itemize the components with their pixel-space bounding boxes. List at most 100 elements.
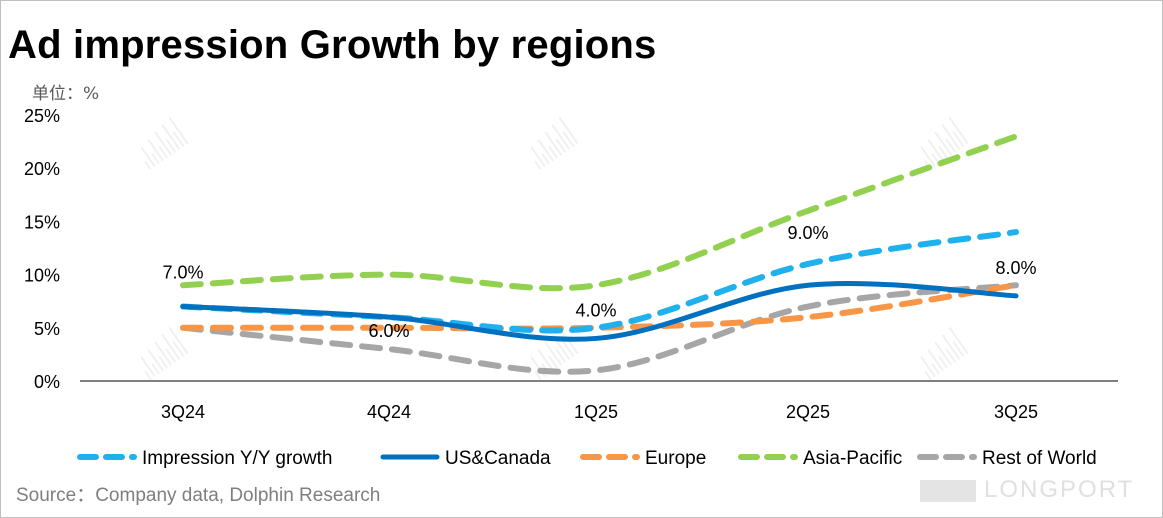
series-lines — [180, 133, 1019, 375]
legend: Impression Y/Y growth US&Canada Europe Asia… — [77, 448, 1097, 469]
watermark-bar — [537, 348, 554, 372]
watermark-bar — [562, 341, 575, 358]
watermark-bar — [151, 363, 160, 375]
watermark-bar — [534, 160, 542, 171]
unit-label: 单位：% — [32, 84, 100, 104]
logo-text: LONGPORT — [984, 476, 1135, 503]
x-tick-label: 1Q25 — [574, 402, 618, 422]
watermark-bar — [945, 348, 957, 363]
watermark-bar — [952, 131, 965, 148]
watermark-bar — [952, 341, 965, 358]
watermark-bar — [140, 356, 156, 378]
axes: 0% 5% 10% 15% 20% 25% 3Q24 4Q24 1Q25 2Q25 3Q25 — [24, 106, 1118, 422]
watermark-mark-icon — [530, 116, 579, 171]
data-label: 6.0% — [368, 321, 409, 341]
source-note: Source：Company data, Dolphin Research — [16, 485, 381, 506]
watermark-bar — [172, 131, 185, 148]
watermark-bar — [534, 370, 542, 381]
watermark-bar — [551, 124, 571, 150]
watermark-bar — [927, 348, 944, 372]
watermark-bar — [541, 153, 550, 165]
x-tick-label: 4Q24 — [367, 402, 411, 422]
legend-item: Europe — [580, 448, 706, 469]
watermark-bar — [920, 146, 936, 168]
x-tick-label: 3Q24 — [161, 402, 205, 422]
watermark-bar — [948, 326, 969, 355]
watermark-bar — [548, 355, 559, 369]
watermark-mark-icon — [140, 116, 189, 170]
data-label: 4.0% — [575, 300, 616, 320]
watermark-bar — [931, 153, 940, 165]
watermark-bar — [948, 116, 969, 145]
watermark-bar — [544, 131, 563, 156]
legend-label: Asia-Pacific — [803, 448, 902, 469]
y-tick-label: 10% — [24, 266, 60, 286]
y-tick-label: 15% — [24, 212, 60, 232]
y-tick-label: 5% — [34, 319, 60, 339]
watermark-bar — [920, 356, 936, 378]
x-tick-label: 3Q25 — [994, 402, 1038, 422]
watermark-bar — [537, 138, 554, 162]
watermark-bar — [161, 124, 181, 150]
watermark-bar — [927, 138, 944, 162]
watermark-bar — [158, 355, 169, 369]
legend-label: US&Canada — [445, 448, 551, 469]
watermark-bar — [165, 348, 177, 363]
watermark-bar — [168, 116, 189, 145]
watermark-bar — [938, 145, 949, 159]
watermark-bar — [548, 145, 559, 159]
watermark-bar — [144, 160, 152, 170]
x-tick-label: 2Q25 — [786, 402, 830, 422]
watermark-bar — [168, 326, 189, 355]
watermark-bar — [558, 116, 579, 145]
watermark-bar — [530, 146, 546, 168]
legend-item: Asia-Pacific — [738, 448, 902, 469]
watermark-bar — [945, 138, 957, 153]
longport-logo: LONGPORT — [920, 476, 1134, 504]
watermark-bar — [931, 363, 940, 375]
legend-item: Impression Y/Y growth — [77, 448, 332, 469]
data-labels: 7.0% 6.0% 4.0% 9.0% 8.0% — [162, 223, 1036, 341]
data-label: 7.0% — [162, 263, 203, 283]
watermark-bar — [154, 131, 173, 156]
watermark-bar — [555, 138, 567, 153]
watermark-bar — [158, 145, 169, 159]
y-tick-label: 20% — [24, 159, 60, 179]
watermark-mark-icon — [140, 326, 189, 380]
watermark-bar — [140, 146, 156, 168]
watermark-bar — [154, 341, 173, 366]
series-line-europe — [180, 282, 1019, 332]
legend-label: Impression Y/Y growth — [142, 448, 332, 469]
watermark-bar — [941, 334, 961, 360]
legend-item: Rest of World — [917, 448, 1097, 469]
watermark-bar — [562, 131, 575, 148]
series-line-asia-pacific — [180, 133, 1019, 292]
watermark-bar — [934, 131, 953, 156]
watermark-bar — [938, 355, 949, 369]
watermark-bar — [147, 348, 164, 372]
data-label: 8.0% — [995, 258, 1036, 278]
watermark-bar — [172, 341, 185, 358]
legend-label: Europe — [645, 448, 706, 469]
watermark-bar — [934, 341, 953, 366]
data-label: 9.0% — [787, 223, 828, 243]
y-tick-label: 25% — [24, 106, 60, 126]
y-tick-label: 0% — [34, 372, 60, 392]
legend-item: US&Canada — [380, 448, 551, 469]
watermark-bar — [161, 334, 181, 360]
watermark-bar — [544, 341, 563, 366]
watermark-bar — [924, 370, 932, 380]
watermark-bar — [941, 124, 961, 150]
watermark-bar — [165, 138, 177, 153]
watermark-bar — [147, 138, 164, 162]
watermark-bar — [151, 153, 160, 165]
chart-title: Ad impression Growth by regions — [8, 23, 657, 67]
legend-label: Rest of World — [982, 448, 1097, 469]
watermark-bar — [144, 370, 152, 380]
watermark-bar — [555, 348, 567, 363]
series-line-rest-of-world — [180, 282, 1019, 375]
logo-mark-icon — [920, 479, 976, 502]
watermark-mark-icon — [920, 326, 969, 380]
watermarks — [140, 116, 969, 381]
